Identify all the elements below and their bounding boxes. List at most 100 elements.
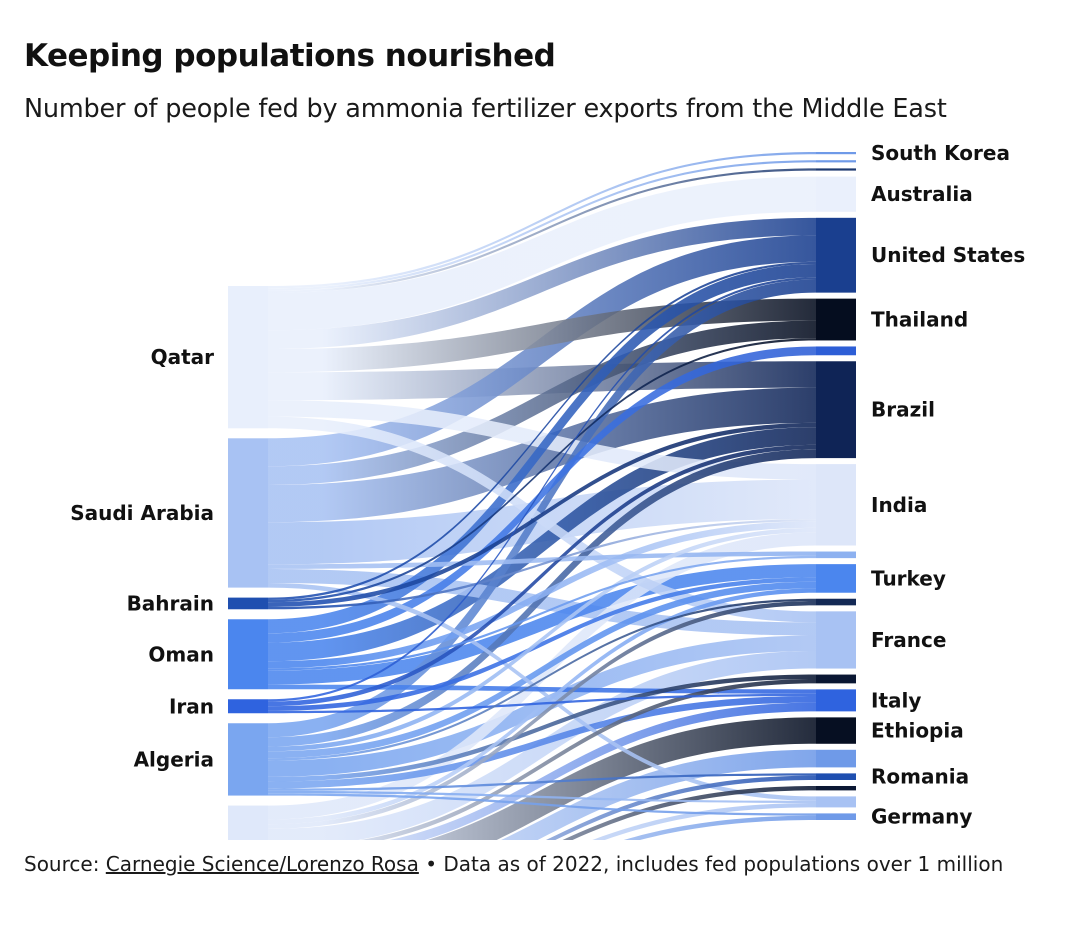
target-label-ethiopia: Ethiopia	[871, 719, 964, 743]
target-label-italy: Italy	[871, 688, 921, 712]
sankey-links	[268, 152, 816, 840]
source-label-oman: Oman	[148, 642, 214, 666]
flow-egypt-to-italy[interactable]	[268, 702, 816, 840]
flow-qatar-to-south-korea[interactable]	[268, 152, 816, 289]
flow-bahrain-to-india[interactable]	[268, 519, 816, 610]
sankey-labels: Qatar Saudi Arabia Bahrain Oman Iran Algeria E…	[70, 141, 1025, 829]
flow-qatar-to-india[interactable]	[268, 400, 816, 480]
flow-oman-to-brazil[interactable]	[268, 427, 816, 662]
flow-qatar-to-south-korea-2[interactable]	[268, 160, 816, 291]
source-label-qatar: Qatar	[151, 345, 215, 369]
flow-egypt-to-india[interactable]	[268, 532, 816, 820]
flow-algeria-to-germany[interactable]	[268, 793, 816, 816]
flow-qatar-to-south-korea-3[interactable]	[268, 168, 816, 293]
flow-bahrain-to-brazil[interactable]	[268, 422, 816, 607]
source-node-egypt[interactable]	[228, 805, 268, 840]
source-label-bahrain: Bahrain	[127, 591, 214, 615]
sankey-nodes	[228, 152, 856, 840]
chart-subtitle: Number of people fed by ammonia fertiliz…	[24, 94, 947, 124]
source-node-qatar[interactable]	[228, 286, 268, 429]
flow-algeria-to-turkey[interactable]	[268, 581, 816, 759]
flow-egypt-to-ethiopia[interactable]	[268, 717, 816, 840]
source-link[interactable]: Carnegie Science/Lorenzo Rosa	[105, 852, 419, 876]
target-label-romania: Romania	[871, 765, 969, 789]
flow-saudi-arabia-to-germany-2[interactable]	[268, 582, 816, 801]
flow-egypt-to-turkey-3[interactable]	[268, 600, 816, 829]
flow-egypt-to-turkey[interactable]	[268, 588, 816, 825]
flow-saudi-arabia-to-turkey-2[interactable]	[268, 551, 816, 569]
source-label-saudi-arabia: Saudi Arabia	[70, 501, 214, 525]
flow-saudi-arabia-to-thailand[interactable]	[268, 320, 816, 485]
target-node-united-states[interactable]	[816, 217, 856, 293]
target-label-united-states: United States	[871, 243, 1025, 267]
flow-oman-to-turkey-2[interactable]	[268, 555, 816, 671]
flow-bahrain-to-united-states[interactable]	[268, 261, 816, 600]
flow-algeria-to-turkey-3[interactable]	[268, 598, 816, 761]
flow-iran-to-brazil[interactable]	[268, 444, 816, 707]
flow-algeria-to-india[interactable]	[268, 527, 816, 752]
flow-qatar-to-united-states[interactable]	[268, 217, 816, 349]
flow-egypt-to-romania-2[interactable]	[268, 749, 816, 840]
target-node-south-korea-2[interactable]	[816, 160, 856, 163]
target-label-turkey: Turkey	[871, 566, 946, 590]
source-label-iran: Iran	[169, 694, 214, 718]
flow-algeria-to-italy-2[interactable]	[268, 674, 816, 782]
flow-iran-to-turkey[interactable]	[268, 577, 816, 711]
target-node-turkey-3[interactable]	[816, 598, 856, 606]
target-node-france[interactable]	[816, 611, 856, 669]
flow-algeria-to-romania[interactable]	[268, 773, 816, 791]
flow-qatar-to-france[interactable]	[268, 416, 816, 623]
flow-oman-to-turkey[interactable]	[268, 564, 816, 685]
source-node-algeria[interactable]	[228, 723, 268, 796]
flow-algeria-to-germany-2[interactable]	[268, 790, 816, 803]
target-node-romania-3[interactable]	[816, 785, 856, 791]
target-node-italy-2[interactable]	[816, 674, 856, 684]
target-node-south-korea[interactable]	[816, 152, 856, 155]
source-node-oman[interactable]	[228, 619, 268, 690]
target-node-turkey[interactable]	[816, 564, 856, 593]
sankey-chart: Qatar Saudi Arabia Bahrain Oman Iran Algeria E…	[70, 141, 1025, 840]
flow-oman-to-united-states[interactable]	[268, 264, 816, 634]
flow-iran-to-united-states[interactable]	[268, 277, 816, 702]
target-node-ethiopia[interactable]	[816, 717, 856, 744]
target-node-thailand[interactable]	[816, 298, 856, 341]
flow-saudi-arabia-to-united-states[interactable]	[268, 235, 816, 467]
target-node-germany-2[interactable]	[816, 796, 856, 808]
target-node-thailand-2[interactable]	[816, 346, 856, 356]
flow-egypt-to-germany-2[interactable]	[268, 802, 816, 840]
target-label-brazil: Brazil	[871, 398, 935, 422]
source-node-bahrain[interactable]	[228, 597, 268, 610]
target-node-brazil[interactable]	[816, 361, 856, 459]
flow-algeria-to-italy[interactable]	[268, 695, 816, 789]
target-node-germany[interactable]	[816, 813, 856, 820]
target-node-romania-2[interactable]	[816, 749, 856, 768]
flow-egypt-to-germany[interactable]	[268, 815, 816, 840]
target-node-turkey-2[interactable]	[816, 551, 856, 559]
target-label-germany: Germany	[871, 805, 972, 829]
source-note: Source: Carnegie Science/Lorenzo Rosa • …	[24, 848, 1024, 880]
flow-qatar-to-australia[interactable]	[268, 176, 816, 331]
flow-bahrain-to-thailand[interactable]	[268, 338, 816, 603]
target-label-india: India	[871, 493, 927, 517]
flow-qatar-to-brazil[interactable]	[268, 361, 816, 401]
flow-oman-to-italy[interactable]	[268, 684, 816, 694]
source-prefix: Source:	[24, 852, 106, 876]
source-node-saudi-arabia[interactable]	[228, 438, 268, 588]
flow-oman-to-thailand-2[interactable]	[268, 346, 816, 643]
target-node-australia[interactable]	[816, 176, 856, 212]
target-label-thailand: Thailand	[871, 308, 968, 332]
target-node-italy[interactable]	[816, 689, 856, 712]
flow-oman-to-india[interactable]	[268, 521, 816, 669]
flow-qatar-to-thailand[interactable]	[268, 298, 816, 373]
target-label-south-korea: South Korea	[871, 141, 1010, 165]
flow-iran-to-italy[interactable]	[268, 693, 816, 714]
target-label-france: France	[871, 628, 946, 652]
chart-title: Keeping populations nourished	[24, 38, 556, 74]
source-node-iran[interactable]	[228, 699, 268, 714]
target-node-india[interactable]	[816, 464, 856, 546]
target-label-australia: Australia	[871, 182, 973, 206]
target-node-romania[interactable]	[816, 773, 856, 780]
target-node-south-korea-3[interactable]	[816, 168, 856, 171]
flow-algeria-to-united-states[interactable]	[268, 279, 816, 738]
source-label-algeria: Algeria	[134, 747, 214, 771]
